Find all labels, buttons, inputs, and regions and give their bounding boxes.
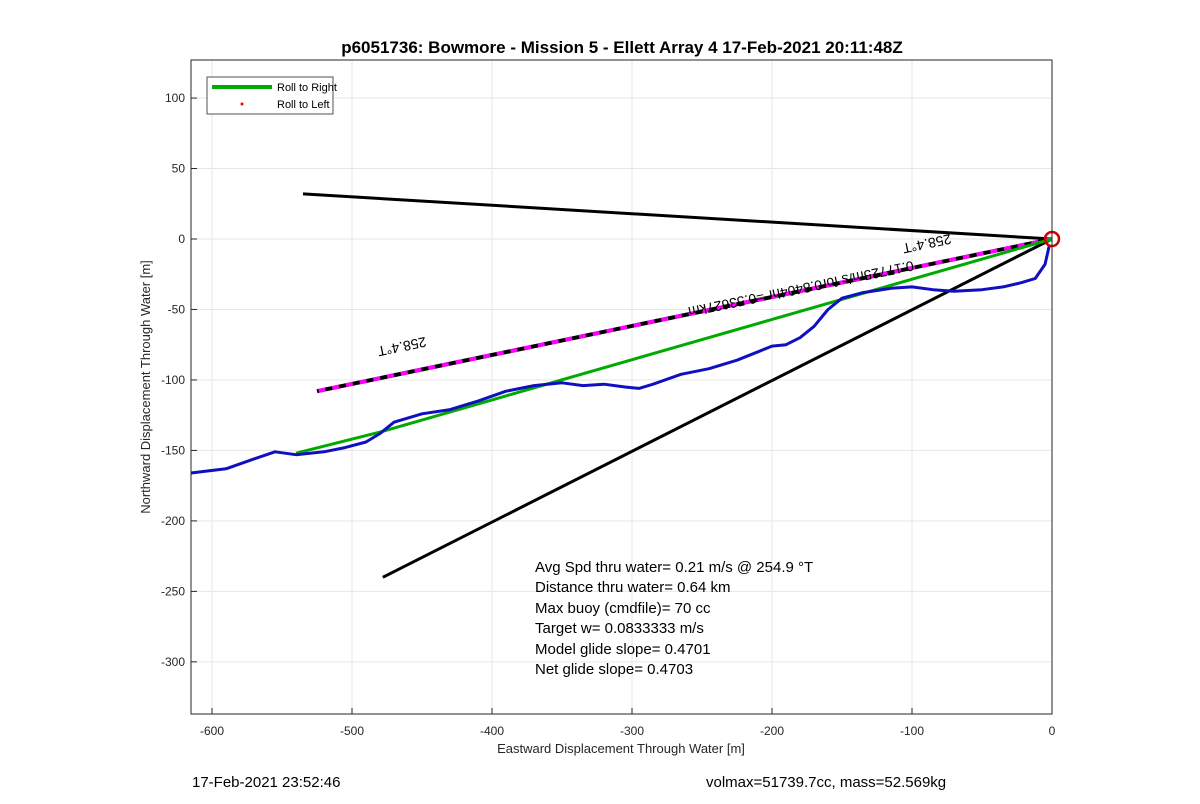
annotation-target-w: Target w= 0.0833333 m/s — [535, 620, 704, 637]
x-tick-label: -100 — [900, 724, 924, 738]
tick-labels: -600 -500 -400 -300 -200 -100 0 100 50 0 -50 -100 -1… — [161, 91, 1056, 738]
x-tick-label: -400 — [480, 724, 504, 738]
y-tick-label: 100 — [165, 91, 185, 105]
y-tick-label: -250 — [161, 584, 185, 598]
footer-timestamp: 17-Feb-2021 23:52:46 — [192, 774, 340, 791]
y-tick-label: -150 — [161, 443, 185, 457]
x-tick-label: -500 — [340, 724, 364, 738]
annotation-distance: Distance thru water= 0.64 km — [535, 579, 731, 596]
y-tick-label: -50 — [168, 302, 186, 316]
x-tick-label: -200 — [760, 724, 784, 738]
y-tick-label: -200 — [161, 514, 185, 528]
y-tick-label: 50 — [172, 162, 186, 176]
annotation-avg-speed: Avg Spd thru water= 0.21 m/s @ 254.9 °T — [535, 559, 813, 576]
chart-title: p6051736: Bowmore - Mission 5 - Ellett A… — [341, 38, 903, 57]
series-track — [190, 245, 1051, 475]
legend-label-roll-left: Roll to Left — [277, 99, 330, 111]
x-tick-label: -300 — [620, 724, 644, 738]
y-axis-label: Northward Displacement Through Water [m] — [138, 260, 153, 514]
annotation-max-buoy: Max buoy (cmdfile)= 70 cc — [535, 600, 711, 617]
legend-swatch-roll-left — [240, 102, 244, 106]
x-tick-label: 0 — [1049, 724, 1056, 738]
x-axis-label: Eastward Displacement Through Water [m] — [497, 741, 745, 756]
legend-label-roll-right: Roll to Right — [277, 82, 337, 94]
series-upper-black-line — [302, 192, 1053, 241]
annotation-net-glide: Net glide slope= 0.4703 — [535, 661, 693, 678]
series-lower-black-line — [382, 237, 1053, 579]
y-tick-label: 0 — [178, 232, 185, 246]
y-tick-label: -100 — [161, 373, 185, 387]
legend: Roll to Right Roll to Left — [206, 76, 337, 115]
line-label: 258.4°T — [901, 231, 953, 257]
plot-area — [190, 192, 1061, 579]
stats-annotation: Avg Spd thru water= 0.21 m/s @ 254.9 °T … — [535, 559, 813, 678]
legend-box — [206, 76, 334, 115]
footer-volmax-mass: volmax=51739.7cc, mass=52.569kg — [706, 774, 946, 791]
annotation-model-glide: Model glide slope= 0.4701 — [535, 641, 711, 658]
series-bearing-line-base — [316, 237, 1053, 394]
line-label: 258.4°T — [376, 334, 428, 360]
x-tick-label: -600 — [200, 724, 224, 738]
y-tick-label: -300 — [161, 655, 185, 669]
axes-box — [190, 59, 1053, 715]
